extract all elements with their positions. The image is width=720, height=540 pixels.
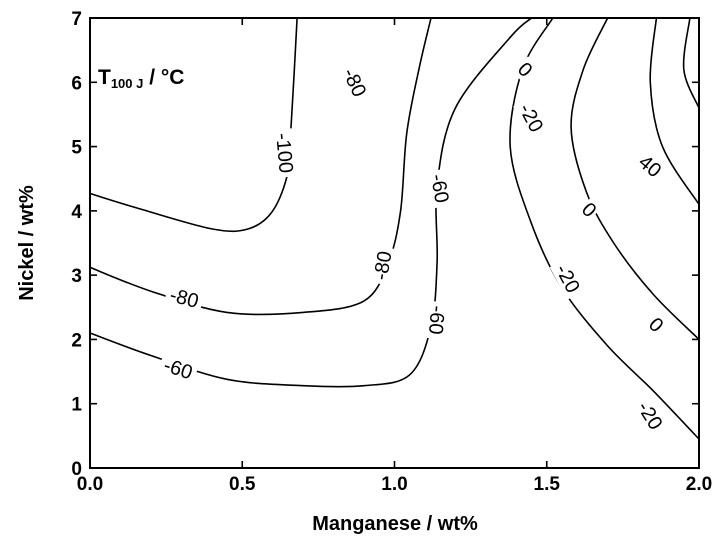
contour-line-20	[649, 17, 700, 205]
contour-label-bg	[163, 282, 206, 314]
contour-label-bg	[576, 196, 603, 223]
contour-label: -20	[549, 256, 587, 300]
y-tick-label: 7	[71, 9, 82, 30]
contour-label-bg	[513, 96, 550, 140]
y-tick-label: 2	[71, 330, 82, 351]
contour-label-bg	[643, 311, 670, 338]
contour-label-bg	[157, 352, 200, 385]
x-tick-label: 1.5	[534, 474, 561, 495]
contour-line-40	[682, 17, 700, 109]
contour-label-text: -60	[426, 172, 453, 204]
contour-label-bg	[512, 56, 539, 83]
contour-label: -80	[337, 60, 373, 104]
contour-label-bg	[549, 256, 587, 300]
contour-label: 0	[643, 311, 670, 338]
chart-annotation: T100 J / °C	[98, 66, 184, 91]
contour-label: -80	[163, 282, 206, 314]
contour-label: -60	[157, 352, 200, 385]
y-tick-label: 3	[71, 266, 82, 287]
contour-labels: -100 -80 -80 -60 -60 -80 -60 0 -20 0 -20 0 -20 40	[157, 56, 670, 437]
y-axis-title: Nickel / wt%	[16, 185, 38, 301]
x-tick-label: 0.0	[77, 474, 103, 495]
y-tick-label: 5	[71, 138, 82, 159]
contour-label: -20	[631, 393, 670, 437]
contour-label-text: -80	[370, 250, 397, 282]
contour-label-text: 40	[634, 151, 665, 182]
contour-label: 40	[633, 149, 668, 183]
contour-line-neg60	[89, 17, 533, 388]
contour-label-text: -60	[424, 305, 448, 336]
contour-label: -100	[271, 128, 298, 178]
contour-label-text: -100	[271, 132, 296, 174]
x-tick-label: 2.0	[686, 474, 712, 495]
axis-ticks: 0.0 0.5 1.0 1.5 2.0 0 1 2 3 4 5 6 7	[71, 9, 712, 495]
y-tick-label: 1	[71, 395, 82, 416]
y-tick-label: 6	[71, 73, 82, 94]
x-tick-label: 0.5	[229, 474, 256, 495]
contour-label-bg	[426, 168, 455, 209]
contour-line-0	[570, 17, 700, 340]
contour-label: -80	[368, 245, 397, 286]
contour-label: 0	[512, 56, 539, 83]
contour-label-text: -80	[167, 284, 201, 313]
annotation-main: T	[98, 66, 111, 89]
contour-label-bg	[337, 60, 373, 104]
contour-label-bg	[368, 245, 397, 286]
contour-label-bg	[271, 128, 298, 178]
y-tick-label: 4	[71, 202, 82, 223]
contour-label-bg	[424, 300, 450, 340]
contour-label: -60	[426, 168, 455, 209]
contour-line-neg100	[89, 17, 298, 233]
contour-label: 0	[576, 196, 603, 223]
contour-label-bg	[633, 149, 668, 183]
x-tick-label: 1.0	[381, 474, 407, 495]
contour-label-bg	[631, 393, 670, 437]
y-tick-label: 0	[71, 459, 82, 480]
x-axis-title: Manganese / wt%	[312, 513, 478, 535]
contour-label: -20	[513, 96, 550, 140]
annotation-unit: / °C	[143, 66, 184, 89]
contour-label: -60	[424, 300, 450, 340]
annotation-subscript: 100 J	[111, 76, 144, 91]
